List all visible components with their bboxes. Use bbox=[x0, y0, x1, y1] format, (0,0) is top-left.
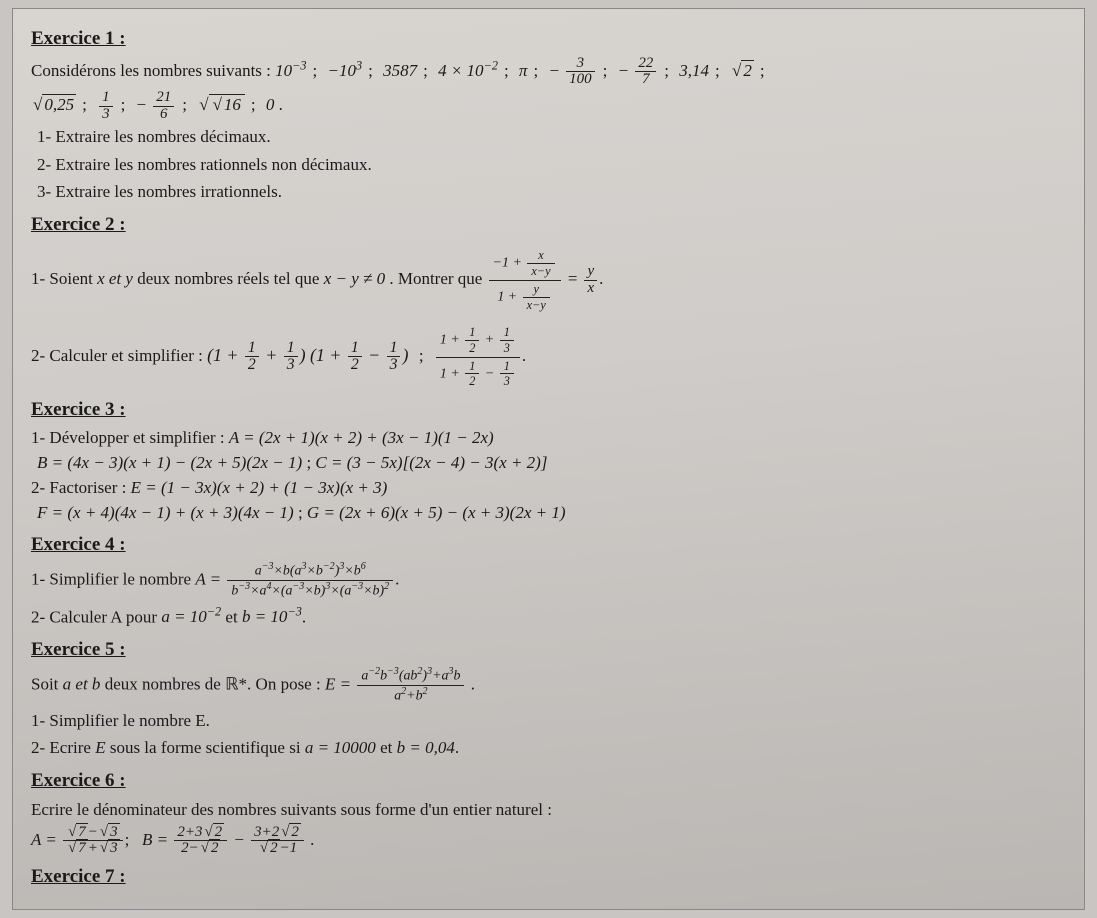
ex6-A-label: A = bbox=[31, 830, 61, 849]
ex1-n12: − 216 bbox=[136, 95, 177, 114]
ex2-q1-eq: = bbox=[567, 269, 583, 288]
ex1-n7: − 227 bbox=[618, 61, 659, 80]
ex2-q2-lead: 2- Calculer et simplifier : bbox=[31, 346, 207, 365]
ex6-B-label: B = bbox=[142, 830, 172, 849]
ex6-B2: 3+22 2−1 bbox=[251, 825, 304, 857]
ex3-F: F = (x + 4)(4x − 1) + (x + 3)(4x − 1) bbox=[37, 503, 294, 522]
ex5-q1: 1- Simplifier le nombre E. bbox=[31, 708, 1066, 734]
ex1-n6: − 3100 bbox=[548, 61, 596, 80]
exercise-sheet: Exercice 1 : Considérons les nombres sui… bbox=[12, 8, 1085, 910]
ex3-FG: F = (x + 4)(4x − 1) + (x + 3)(4x − 1) ; … bbox=[31, 502, 1066, 525]
ex2-title: Exercice 2 : bbox=[31, 211, 1066, 240]
ex2-q1-lead: 1- Soient bbox=[31, 269, 97, 288]
ex5-lead-a: Soit bbox=[31, 675, 63, 694]
ex4-A-frac: a−3×b(a3×b−2)3×b6 b−3×a4×(a−3×b)3×(a−3×b… bbox=[227, 561, 393, 601]
ex5-q2: 2- Ecrire E sous la forme scientifique s… bbox=[31, 735, 1066, 761]
ex2-q2-expr1: (1 + 12 + 13) (1 + 12 − 13) bbox=[207, 345, 413, 365]
ex1-n9: 2 bbox=[730, 61, 754, 80]
ex3-E: E = (1 − 3x)(x + 2) + (1 − 3x)(x + 3) bbox=[131, 478, 388, 497]
ex1-n14: 0 bbox=[266, 95, 275, 114]
ex3-A: A = (2x + 1)(x + 2) + (3x − 1)(1 − 2x) bbox=[229, 428, 494, 447]
ex2-q1: 1- Soient x et y deux nombres réels tel … bbox=[31, 247, 1066, 314]
ex2-q1-vars: x et y bbox=[97, 269, 133, 288]
ex6-lead: Ecrire le dénominateur des nombres suiva… bbox=[31, 797, 1066, 823]
ex5-E-frac: a−2b−3(ab2)3+a3b a2+b2 bbox=[357, 666, 464, 706]
ex6-B1: 2+32 2−2 bbox=[174, 825, 227, 857]
ex2-q1-lhs: −1 + xx−y 1 + yx−y bbox=[489, 247, 561, 314]
ex1-n11: 13 bbox=[97, 95, 114, 114]
ex2-q1-cond: x − y ≠ 0 bbox=[324, 269, 385, 288]
ex1-q2: 2- Extraire les nombres rationnels non d… bbox=[31, 152, 1066, 178]
ex1-n13: 16 bbox=[197, 95, 245, 114]
ex3-C: C = (3 − 5x)[(2x − 4) − 3(x + 2)] bbox=[315, 453, 547, 472]
ex2-q1-mid: deux nombres réels tel que bbox=[133, 269, 324, 288]
ex1-n1: 10−3 bbox=[275, 61, 306, 80]
ex4-q1-lead: 1- Simplifier le nombre bbox=[31, 570, 195, 589]
ex4-title: Exercice 4 : bbox=[31, 531, 1066, 560]
ex2-q2-expr2: 1 + 12 + 13 1 + 12 − 13 bbox=[436, 324, 520, 391]
ex4-q1: 1- Simplifier le nombre A = a−3×b(a3×b−2… bbox=[31, 561, 1066, 601]
ex3-BC: B = (4x − 3)(x + 1) − (2x + 5)(2x − 1) ;… bbox=[31, 452, 1066, 475]
ex1-n2: −103 bbox=[328, 61, 363, 80]
ex1-q3: 3- Extraire les nombres irrationnels. bbox=[31, 179, 1066, 205]
ex4-q2: 2- Calculer A pour a = 10−2 et b = 10−3. bbox=[31, 603, 1066, 630]
ex5-title: Exercice 5 : bbox=[31, 636, 1066, 665]
ex2-q1-end: . Montrer que bbox=[385, 269, 487, 288]
ex7-title: Exercice 7 : bbox=[31, 863, 1066, 892]
ex5-E-label: E = bbox=[325, 675, 355, 694]
ex3-B: B = (4x − 3)(x + 1) − (2x + 5)(2x − 1) bbox=[37, 453, 302, 472]
ex2-q2: 2- Calculer et simplifier : (1 + 12 + 13… bbox=[31, 324, 1066, 391]
ex1-n3: 3587 bbox=[383, 61, 417, 80]
ex5-lead-b: deux nombres de ℝ*. On pose : bbox=[100, 675, 325, 694]
ex3-G: G = (2x + 6)(x + 5) − (x + 3)(2x + 1) bbox=[307, 503, 566, 522]
ex3-q2: 2- Factoriser : E = (1 − 3x)(x + 2) + (1… bbox=[31, 477, 1066, 500]
ex5-lead: Soit a et b deux nombres de ℝ*. On pose … bbox=[31, 666, 1066, 706]
ex3-q1: 1- Développer et simplifier : A = (2x + … bbox=[31, 427, 1066, 450]
ex1-numbers-line1: Considérons les nombres suivants : 10−3;… bbox=[31, 56, 1066, 88]
ex4-A-label: A = bbox=[195, 570, 225, 589]
ex6-A: 7−3 7+3 bbox=[63, 825, 123, 857]
ex1-n8: 3,14 bbox=[679, 61, 709, 80]
ex1-n10: 0,25 bbox=[31, 95, 76, 114]
ex1-n5: π bbox=[519, 61, 528, 80]
ex2-q1-rhs: yx bbox=[584, 264, 597, 296]
ex1-n4: 4 × 10−2 bbox=[438, 61, 498, 80]
ex1-intro: Considérons les nombres suivants : bbox=[31, 61, 271, 80]
ex6-title: Exercice 6 : bbox=[31, 767, 1066, 796]
ex1-numbers-line2: 0,25; 13; − 216; 16; 0 . bbox=[31, 90, 1066, 122]
ex3-title: Exercice 3 : bbox=[31, 396, 1066, 425]
ex1-q1: 1- Extraire les nombres décimaux. bbox=[31, 124, 1066, 150]
ex6-expressions: A = 7−3 7+3 ; B = 2+32 2−2 − 3+22 2−1 . bbox=[31, 825, 1066, 857]
ex5-vars: a et b bbox=[63, 675, 101, 694]
ex1-title: Exercice 1 : bbox=[31, 25, 1066, 54]
ex3-q1-lead: 1- Développer et simplifier : bbox=[31, 428, 229, 447]
ex3-q2-lead: 2- Factoriser : bbox=[31, 478, 131, 497]
